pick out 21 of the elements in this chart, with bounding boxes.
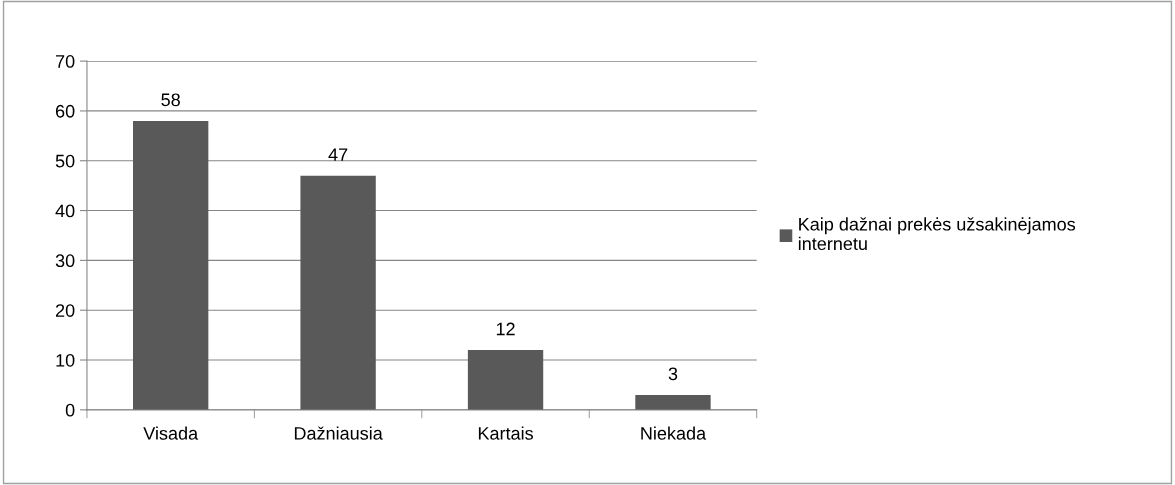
y-tick-label: 20 (55, 304, 75, 317)
data-label: 47 (328, 148, 348, 161)
y-tick-label: 40 (55, 204, 75, 218)
x-tick-label: Kartais (478, 426, 533, 440)
bar (133, 120, 209, 410)
x-tick-label: Visada (143, 426, 199, 440)
y-tick-label: 30 (55, 254, 75, 268)
x-tick-label: Niekada (641, 426, 707, 440)
y-tick-label: 60 (55, 104, 75, 118)
bar (467, 350, 544, 410)
y-tick-label: 10 (56, 353, 75, 367)
legend-label: Kaip dažnai prekės užsakinėjamos internetu (798, 217, 1076, 251)
x-tick-label: Dažniausia (294, 426, 383, 440)
y-tick-label: 50 (55, 154, 75, 168)
y-tick-label: 70 (55, 55, 75, 68)
data-label: 3 (668, 367, 678, 381)
data-label: 12 (496, 322, 515, 336)
y-tick-label: 0 (65, 403, 75, 417)
bar (300, 175, 376, 410)
data-label: 58 (161, 93, 180, 107)
bar (635, 394, 711, 410)
